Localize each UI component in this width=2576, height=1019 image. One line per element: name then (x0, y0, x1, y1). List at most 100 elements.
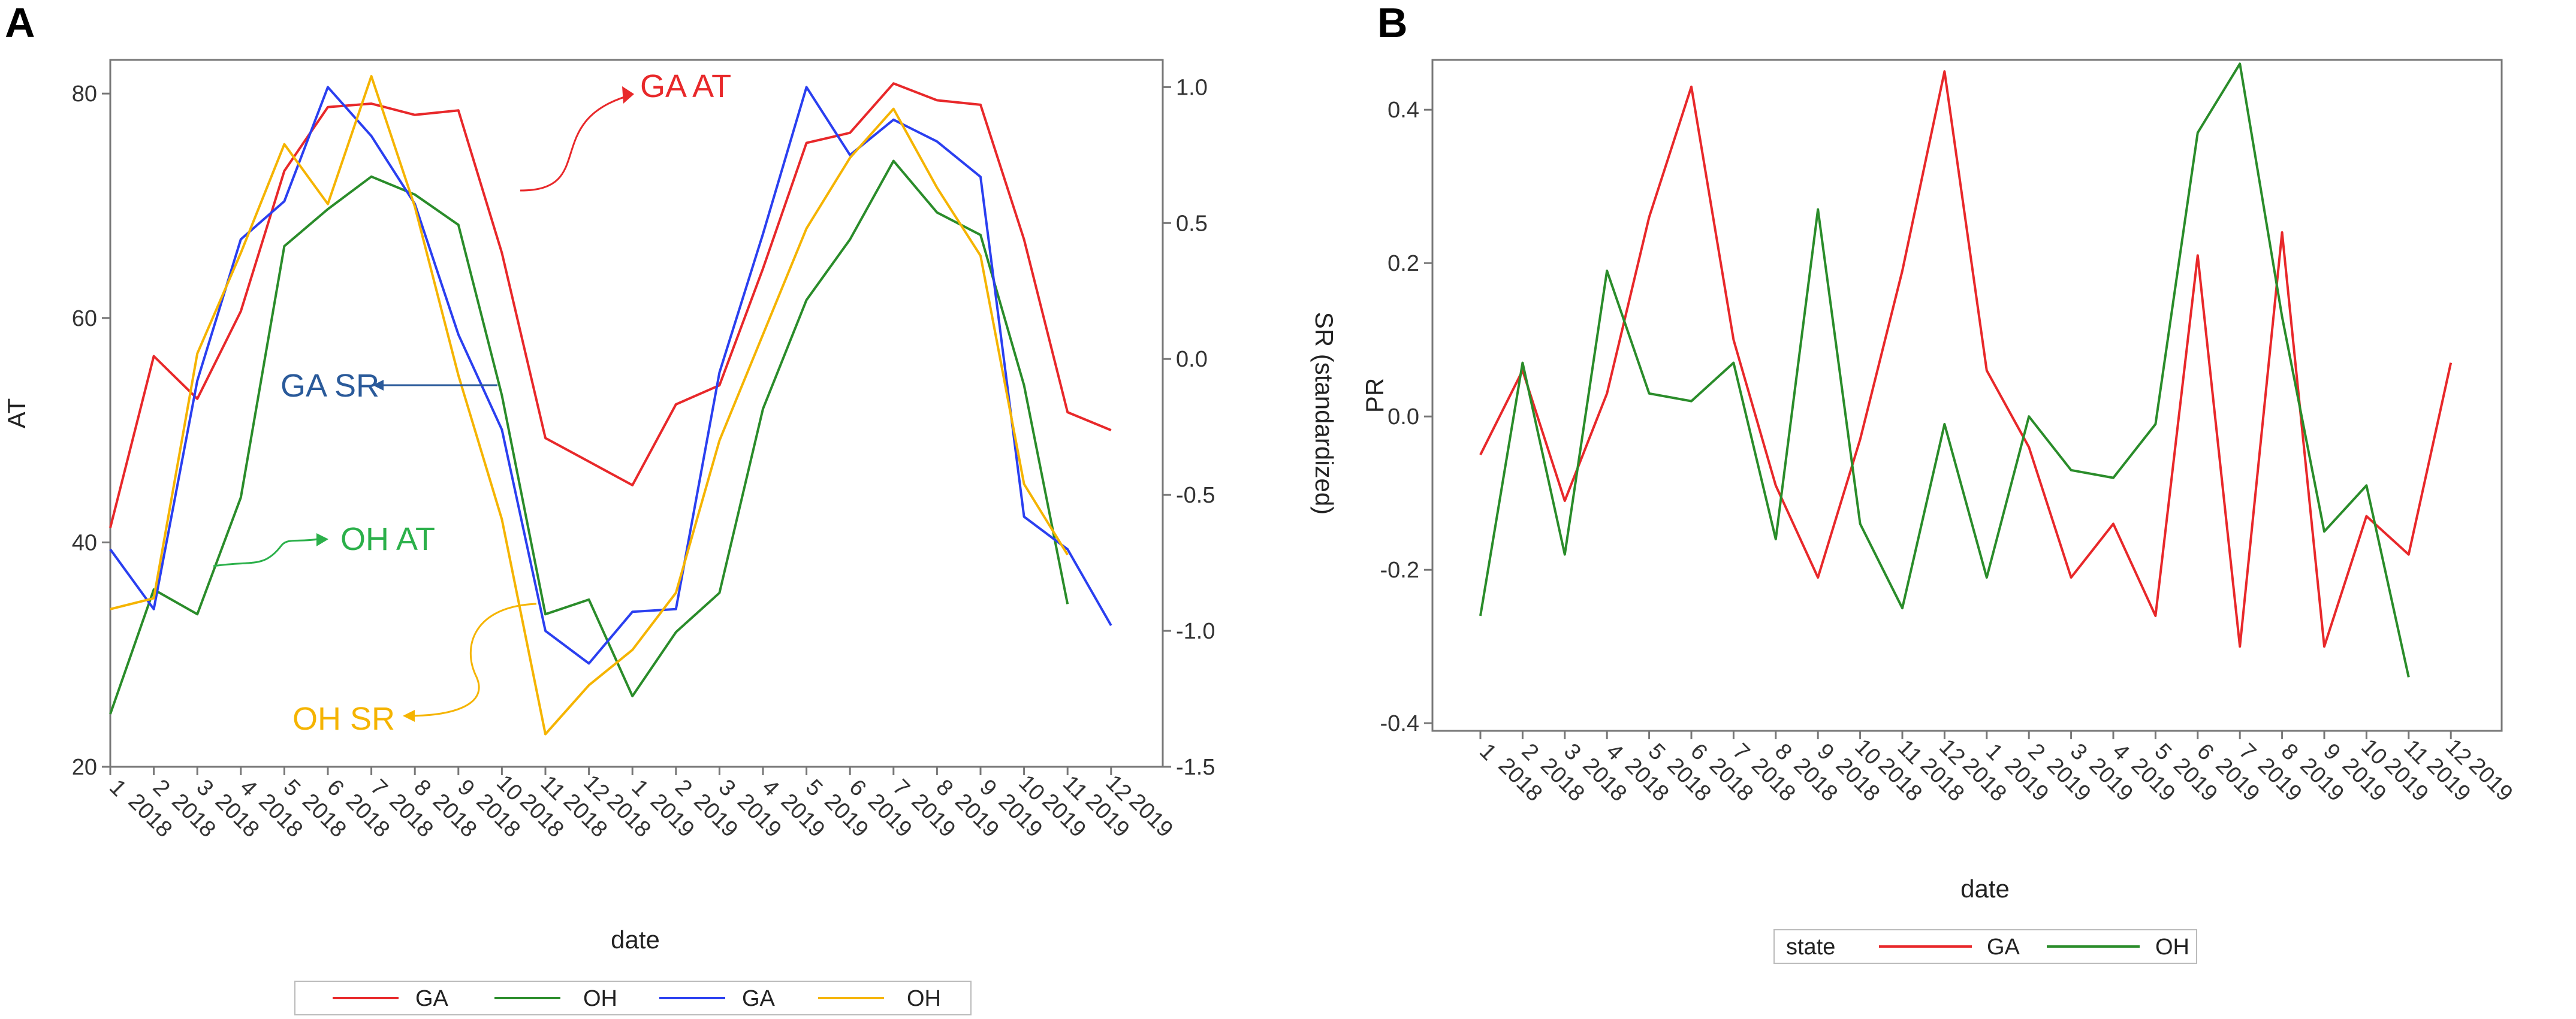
panel-b-x-axis-title: date (1960, 875, 2010, 903)
x-tick-month: 8 (2276, 739, 2303, 766)
x-tick-year: 2018 (1957, 753, 2011, 806)
y-tick-label: -0.4 (1380, 711, 1419, 736)
x-tick-year: 2019 (863, 789, 916, 842)
x-tick-month: 9 (975, 775, 1002, 802)
x-tick-year: 2019 (2168, 753, 2222, 806)
x-tick-year: 2018 (210, 789, 264, 842)
x-tick-month: 4 (757, 775, 784, 802)
x-tick-month: 4 (235, 775, 262, 802)
y-tick-label: 0.4 (1387, 98, 1419, 123)
x-tick-year: 2019 (1124, 789, 1178, 842)
panel-a-x-axis: 1201822018320184201852018620187201882018… (104, 767, 1178, 842)
x-tick-month: 6 (844, 775, 871, 802)
series-line-ga-ga-sr (109, 86, 1112, 665)
x-tick-month: 3 (2065, 739, 2092, 766)
x-tick-month: 5 (1643, 739, 1670, 766)
y-tick-right-label: 1.0 (1176, 75, 1208, 100)
x-tick-year: 2019 (776, 789, 829, 842)
y-tick-right-label: -1.5 (1176, 755, 1215, 780)
series-line-oh-oh-at (109, 159, 1069, 715)
y-tick-label: 60 (72, 306, 97, 331)
annotation-ga-sr: GA SR (280, 368, 497, 404)
panel-a-right-axis: -1.5 -1.0 -0.5 0.0 0.5 1.0 (1163, 75, 1215, 780)
x-tick-year: 2018 (254, 789, 307, 842)
x-tick-month: 3 (191, 775, 218, 802)
x-tick-year: 2019 (2042, 753, 2095, 806)
panel-b-y-axis-title: PR (1361, 378, 1389, 413)
x-tick-month: 7 (888, 775, 915, 802)
panel-a-right-axis-title: SR (standardized) (1310, 312, 1338, 515)
x-tick-month: 5 (279, 775, 306, 802)
panel-b-y-axis: -0.4 -0.2 0.0 0.2 0.4 (1380, 98, 1432, 736)
legend-a-ga-at-label: GA (415, 986, 449, 1011)
annotation-oh-sr-label: OH SR (292, 701, 395, 737)
x-tick-month: 5 (2150, 739, 2177, 766)
x-tick-year: 2018 (1873, 753, 1926, 806)
x-tick-month: 3 (714, 775, 741, 802)
x-tick-month: 2 (1517, 739, 1544, 766)
panel-b-chart: -0.4-0.20.00.20.4 1201822018320184201852… (1361, 59, 2517, 964)
x-tick-year: 2018 (1747, 753, 1800, 806)
x-tick-year: 2019 (689, 789, 743, 842)
legend-b-ga-label: GA (1987, 935, 2020, 960)
x-tick-month: 7 (2234, 739, 2261, 766)
y-tick-right-label: 0.0 (1176, 347, 1208, 372)
x-tick-month: 2 (148, 775, 175, 802)
x-tick-year: 2018 (1578, 753, 1631, 806)
x-tick-year: 2018 (428, 789, 481, 842)
x-tick-year: 2018 (1705, 753, 1758, 806)
x-tick-year: 2019 (950, 789, 1003, 842)
series-line-ga-ga-at (1479, 70, 2453, 648)
x-tick-year: 2018 (1620, 753, 1673, 806)
x-tick-year: 2018 (123, 789, 177, 842)
y-tick-label: 0.2 (1387, 251, 1419, 276)
x-tick-year: 2019 (907, 789, 960, 842)
x-tick-month: 1 (1474, 739, 1501, 766)
x-tick-year: 2018 (1789, 753, 1842, 806)
x-tick-month: 8 (1770, 739, 1797, 766)
legend-b-oh-label: OH (2155, 935, 2189, 960)
x-tick-month: 1 (1981, 739, 2008, 766)
x-tick-year: 2019 (2379, 753, 2433, 806)
x-tick-month: 6 (1685, 739, 1712, 766)
y-tick-label: 80 (72, 81, 97, 107)
y-tick-right-label: -1.0 (1176, 619, 1215, 644)
x-tick-month: 9 (453, 775, 479, 802)
x-tick-year: 2019 (2084, 753, 2137, 806)
x-tick-month: 1 (626, 775, 653, 802)
x-tick-year: 2019 (2253, 753, 2306, 806)
series-line-oh-oh-sr (110, 75, 1069, 736)
x-tick-year: 2018 (602, 789, 655, 842)
x-tick-year: 2018 (341, 789, 394, 842)
y-tick-label: 40 (72, 530, 97, 555)
x-tick-year: 2019 (2295, 753, 2348, 806)
annotation-ga-at-label: GA AT (640, 68, 731, 104)
panel-a-legend: GA OH GA OH (294, 981, 972, 1015)
x-tick-year: 2019 (2000, 753, 2053, 806)
series-line-oh-oh-at (1479, 62, 2410, 678)
x-tick-month: 4 (1601, 739, 1628, 766)
x-tick-year: 2019 (2464, 753, 2517, 806)
x-tick-month: 8 (409, 775, 436, 802)
panel-b-plot-frame (1431, 59, 2503, 732)
panel-b-x-axis: 1201822018320184201852018620187201882018… (1474, 731, 2517, 806)
x-tick-month: 3 (1559, 739, 1586, 766)
annotation-oh-at: OH AT (213, 521, 435, 567)
panel-b-series (1479, 62, 2453, 678)
panel-a-x-axis-title: date (611, 926, 660, 954)
legend-a-ga-sr-label: GA (742, 986, 776, 1011)
x-tick-year: 2019 (732, 789, 786, 842)
x-tick-year: 2018 (297, 789, 351, 842)
y-tick-right-label: 0.5 (1176, 211, 1208, 236)
x-tick-year: 2018 (1494, 753, 1547, 806)
x-tick-year: 2018 (1536, 753, 1589, 806)
panel-a-letter: A (5, 0, 35, 46)
x-tick-month: 9 (1812, 739, 1839, 766)
x-tick-year: 2019 (819, 789, 873, 842)
panel-a-series (109, 75, 1112, 736)
x-tick-month: 7 (1728, 739, 1755, 766)
x-tick-month: 7 (366, 775, 393, 802)
x-tick-year: 2018 (384, 789, 438, 842)
x-tick-year: 2019 (2211, 753, 2264, 806)
